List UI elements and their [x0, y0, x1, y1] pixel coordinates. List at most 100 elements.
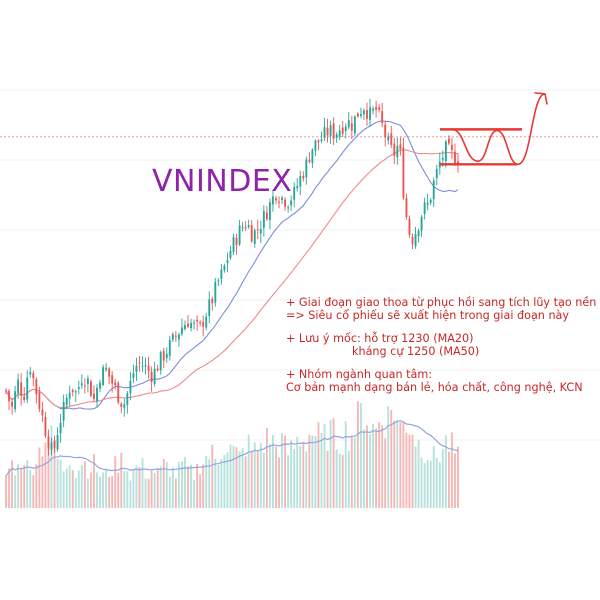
- volume-bar: [26, 460, 29, 508]
- candle-body: [8, 390, 10, 402]
- candle-body: [108, 368, 111, 377]
- candle-body: [62, 402, 65, 421]
- candle-body: [80, 383, 83, 386]
- volume-bar: [450, 432, 453, 508]
- volume-bar: [438, 462, 441, 508]
- candle-body: [290, 200, 293, 206]
- candle-body: [317, 140, 320, 143]
- volume-bar: [268, 444, 271, 508]
- volume-bar: [168, 476, 171, 508]
- candle-body: [111, 375, 114, 384]
- candle-body: [381, 111, 384, 123]
- volume-bar: [199, 474, 202, 508]
- volume-bar: [411, 434, 414, 508]
- candle-body: [211, 298, 214, 304]
- candle-body: [114, 382, 117, 386]
- volume-bar: [196, 463, 199, 508]
- volume-bar: [86, 478, 89, 508]
- volume-bar: [123, 471, 126, 508]
- candle-body: [93, 393, 95, 400]
- volume-bar: [241, 448, 244, 508]
- volume-bar: [281, 433, 283, 508]
- candle-body: [147, 365, 150, 372]
- volume-bar: [50, 425, 53, 508]
- candle-body: [138, 362, 141, 364]
- candle-body: [193, 322, 196, 324]
- volume-bar: [284, 435, 287, 508]
- candle-body: [56, 435, 59, 450]
- candle-body: [457, 161, 459, 165]
- volume-bar: [17, 463, 20, 508]
- candle-body: [293, 186, 296, 200]
- candle-body: [141, 365, 144, 367]
- volume-bar: [211, 444, 214, 508]
- volume-bar: [35, 464, 38, 508]
- volume-bar: [20, 468, 23, 508]
- candle-body: [435, 168, 438, 179]
- candle-body: [387, 136, 390, 141]
- candle-body: [74, 391, 77, 393]
- volume-bar: [38, 447, 41, 508]
- volume-bar: [96, 472, 98, 508]
- volume-bar: [208, 459, 211, 508]
- candle-body: [129, 380, 132, 394]
- candle-body: [305, 159, 308, 178]
- volume-ma-line: [5, 419, 459, 476]
- volume-bar: [62, 471, 65, 508]
- candle-body: [335, 134, 338, 138]
- candle-body: [338, 130, 341, 137]
- candle-body: [123, 404, 126, 408]
- volume-bar: [256, 450, 259, 508]
- volume-bar: [193, 479, 196, 508]
- candle-body: [99, 382, 101, 389]
- volume-bar: [387, 406, 390, 508]
- volume-bar: [265, 427, 268, 508]
- volume-bar: [457, 446, 459, 508]
- volume-bar: [262, 452, 265, 508]
- candle-body: [414, 234, 417, 247]
- volume-bar: [226, 452, 229, 508]
- volume-bar: [278, 457, 280, 508]
- candle-body: [86, 378, 89, 384]
- projection-curve: [451, 93, 546, 166]
- volume-bar: [150, 470, 153, 508]
- annotation-phase: + Giai đoạn giao thoa từ phục hồi sang t…: [286, 296, 597, 309]
- volume-bar: [141, 458, 144, 508]
- candle-body: [265, 212, 268, 220]
- candle-body: [132, 373, 135, 379]
- candle-body: [323, 127, 326, 138]
- volume-bar: [378, 422, 381, 508]
- volume-bar: [299, 445, 302, 508]
- volume-bar: [326, 450, 329, 508]
- volume-bar: [174, 478, 177, 508]
- volume-bar: [5, 475, 7, 508]
- candle-body: [159, 352, 162, 371]
- volume-bar: [338, 453, 341, 508]
- volume-bar: [408, 434, 411, 508]
- candle-body: [256, 229, 259, 231]
- volume-bar: [232, 445, 235, 508]
- volume-bar: [359, 402, 362, 508]
- volume-bar: [250, 451, 253, 508]
- volume-bar: [171, 467, 174, 508]
- projection-path: [451, 92, 548, 166]
- candle-body: [366, 110, 368, 119]
- volume-bar: [335, 449, 338, 508]
- volume-bar: [90, 472, 92, 508]
- candle-body: [187, 323, 189, 327]
- candle-body: [32, 373, 35, 379]
- volume-bar: [47, 436, 50, 508]
- volume-bar: [117, 472, 120, 508]
- candle-body: [196, 319, 199, 322]
- volume-bar: [356, 401, 359, 508]
- candle-body: [190, 322, 192, 329]
- candle-body: [229, 250, 232, 258]
- candle-body: [320, 139, 323, 142]
- candle-body: [11, 401, 14, 407]
- volume-bars: [5, 401, 459, 508]
- candle-body: [20, 382, 23, 397]
- candle-body: [444, 141, 447, 161]
- candle-body: [153, 368, 156, 385]
- volume-bar: [190, 464, 192, 508]
- candle-body: [275, 198, 277, 201]
